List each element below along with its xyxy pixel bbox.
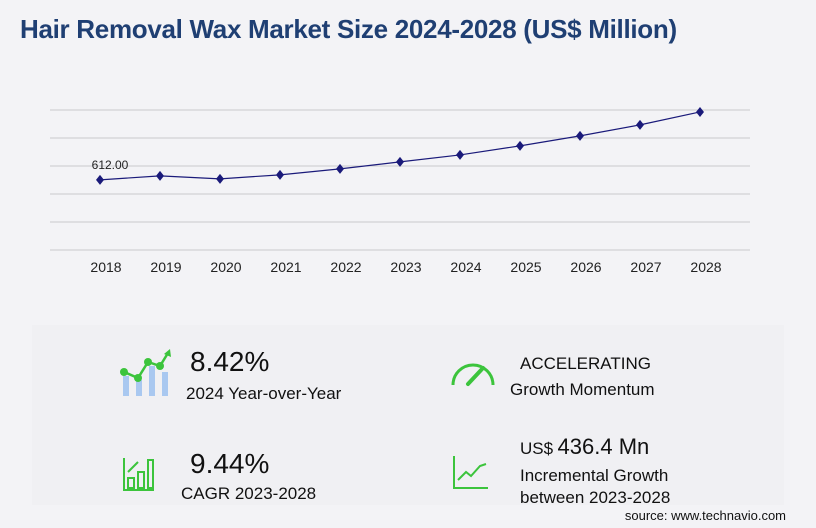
x-tick-label: 2024 [450,259,481,275]
incremental-amount: 436.4 Mn [557,434,650,459]
yoy-value: 8.42% [190,346,270,377]
data-point [696,106,704,117]
data-point [276,169,284,180]
x-tick-label: 2027 [630,259,661,275]
incremental-label-2: between 2023-2028 [520,488,671,507]
data-point [636,119,644,130]
x-tick-label: 2021 [270,259,301,275]
chart-title: Hair Removal Wax Market Size 2024-2028 (… [20,14,677,44]
data-point [456,149,464,160]
growth-bars-icon [123,458,154,491]
cagr-value: 9.44% [190,448,270,479]
data-point [96,174,104,185]
data-point [576,130,584,141]
x-tick-label: 2022 [330,259,361,275]
momentum-label: Growth Momentum [510,380,655,399]
source-note: source: www.technavio.com [624,508,786,523]
incremental-label-1: Incremental Growth [520,466,669,485]
data-point [336,163,344,174]
x-tick-label: 2025 [510,259,541,275]
data-point [396,156,404,167]
x-tick-label: 2020 [210,259,241,275]
x-tick-label: 2023 [390,259,421,275]
incremental-growth-icon [453,456,488,489]
x-tick-label: 2018 [90,259,121,275]
data-point [156,170,164,181]
data-point [216,173,224,184]
x-tick-label: 2019 [150,259,181,275]
series-line [99,111,701,181]
kpi-panel [32,325,784,505]
currency-prefix: US$ [520,439,554,458]
yoy-label: 2024 Year-over-Year [186,384,342,403]
data-point [516,140,524,151]
x-tick-label: 2028 [690,259,721,275]
line-chart: 2018 612.00 2019 2020 2021 2022 2023 2024 2025 20… [50,106,750,275]
data-label: 612.00 [92,158,129,172]
x-tick-label: 2026 [570,259,601,275]
momentum-value: ACCELERATING [520,354,651,373]
cagr-label: CAGR 2023-2028 [181,484,317,503]
speedometer-icon [451,363,495,386]
bar-trend-icon [120,349,171,396]
incremental-value: US$ 436.4 Mn [520,434,649,460]
